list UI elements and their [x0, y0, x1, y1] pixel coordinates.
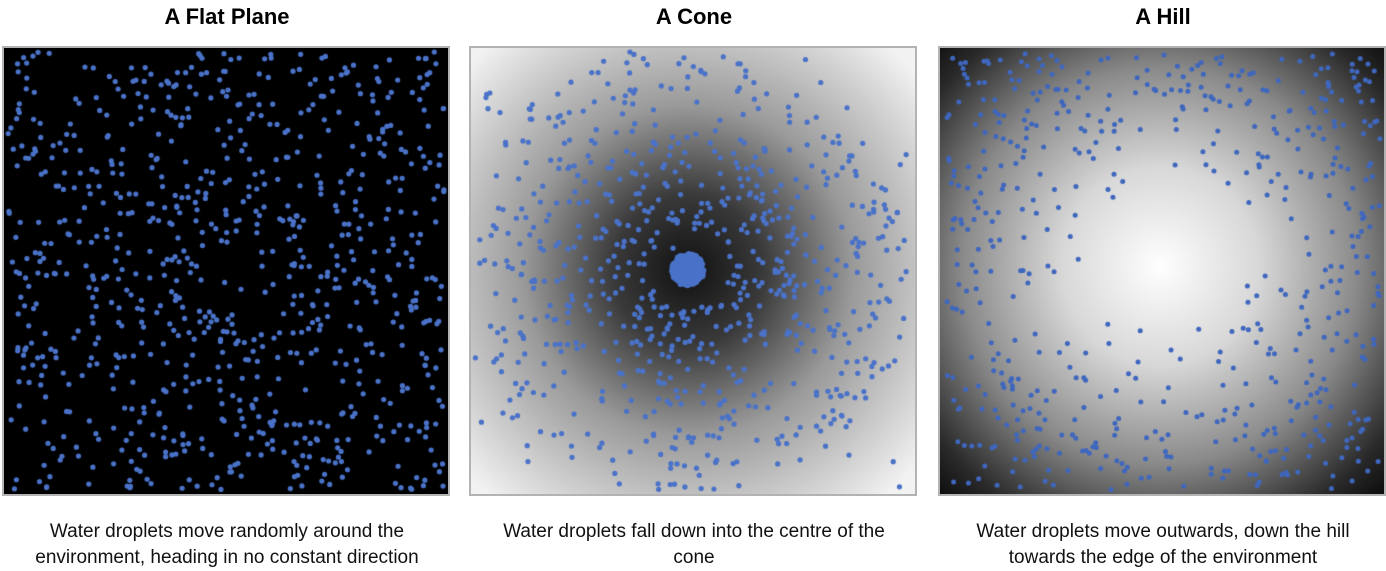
panel-caption: Water droplets move outwards, down the h… [938, 519, 1386, 571]
panel-caption: Water droplets move randomly around the … [2, 519, 452, 571]
simulation-view-hill [938, 46, 1386, 496]
panel-title: A Cone [655, 4, 733, 29]
panel-caption: Water droplets fall down into the centre… [469, 519, 919, 571]
caption-line: Water droplets fall down into the centre… [503, 521, 885, 542]
simulation-view-cone [469, 46, 917, 496]
caption-line: cone [673, 547, 715, 568]
panel-hill: A Hill Water droplets move outwards, dow… [938, 0, 1386, 570]
caption-line: towards the edge of the environment [1008, 547, 1318, 568]
caption-line: Water droplets move outwards, down the h… [976, 521, 1350, 542]
droplet-canvas-cone [471, 48, 915, 494]
simulation-view-flat-plane [2, 46, 450, 496]
droplet-canvas-hill [940, 48, 1384, 494]
caption-line: environment, heading in no constant dire… [35, 547, 419, 568]
caption-line: Water droplets move randomly around the [49, 521, 405, 542]
droplet-canvas-flat [4, 48, 448, 494]
panel-title: A Flat Plane [164, 4, 290, 29]
panel-cone: A Cone Water droplets fall down into the… [469, 0, 919, 570]
panel-title: A Hill [1135, 4, 1191, 29]
panel-flat-plane: A Flat Plane Water droplets move randoml… [2, 0, 452, 570]
